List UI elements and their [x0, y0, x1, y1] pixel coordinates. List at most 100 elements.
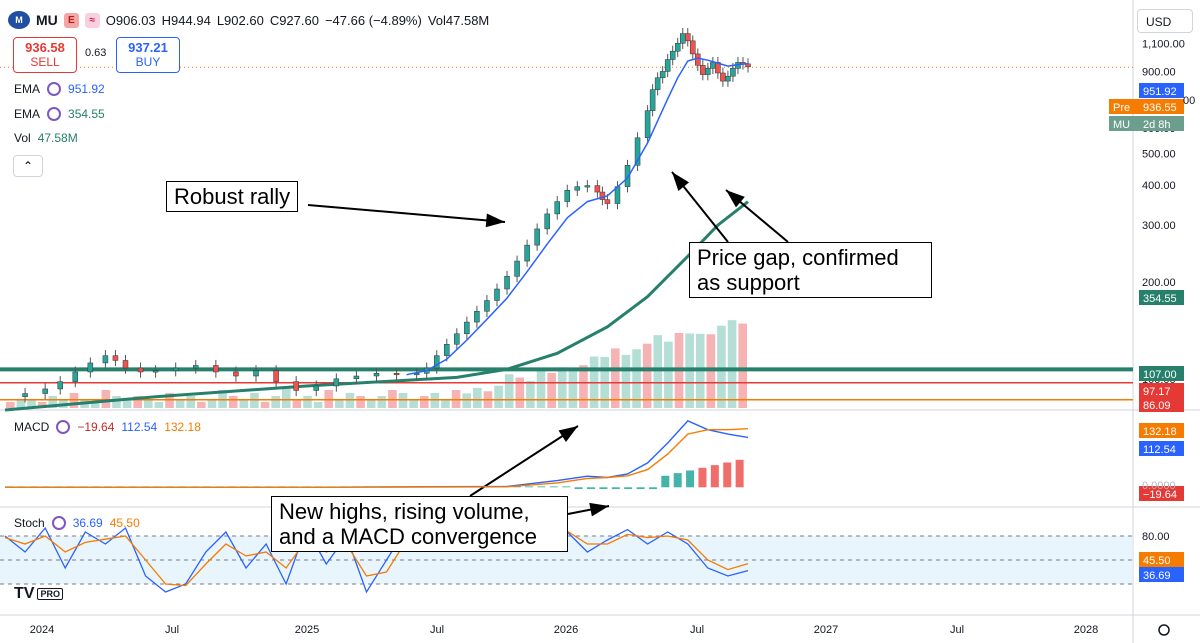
time-tick-label: 2026 — [554, 624, 578, 636]
volume-bar — [526, 381, 535, 408]
price-tag-bg — [1139, 290, 1184, 305]
volume-bar — [207, 399, 217, 408]
candle-body — [454, 333, 460, 345]
price-tag-label: 936.55 — [1143, 102, 1177, 114]
candle-body — [564, 189, 571, 202]
candle-body — [87, 362, 94, 373]
symbol-label[interactable]: MU — [36, 12, 58, 28]
candle-body — [57, 381, 63, 390]
volume-bar — [430, 393, 440, 408]
volume-bar — [37, 402, 47, 408]
price-tag-bg — [1139, 99, 1184, 114]
arrowhead-icon — [485, 213, 505, 228]
time-tick-label: Jul — [690, 624, 704, 636]
candle-body — [393, 373, 400, 376]
ohlc-header: M MU E ≈ O906.03 H944.94 L902.60 C927.60… — [8, 9, 489, 31]
volume-legend[interactable]: Vol 47.58M — [14, 129, 78, 147]
candle-body — [353, 375, 360, 380]
macd-tag-label: 112.54 — [1143, 444, 1176, 456]
macd-hist-bar — [723, 462, 732, 488]
macd-hist-bar — [636, 487, 645, 490]
candle-body — [504, 276, 510, 290]
macd-hist-bar — [537, 486, 546, 488]
sell-button[interactable]: 936.58 SELL — [13, 37, 77, 73]
price-tag-prefix-bg — [1109, 116, 1139, 131]
candle-body — [193, 365, 199, 369]
open-value: O906.03 — [105, 12, 156, 28]
stoch-series-line — [4, 528, 749, 587]
volume-bar — [27, 399, 36, 408]
indicator-settings-icon[interactable] — [51, 516, 66, 530]
indicator-settings-icon[interactable] — [47, 107, 62, 121]
price-tag-bg — [1139, 383, 1184, 398]
volume-bar — [621, 354, 631, 408]
volume-legend-value: 47.58M — [37, 131, 78, 145]
time-tick-label: 2024 — [30, 624, 54, 636]
macd-hist-bar — [624, 487, 633, 490]
volume-bar — [717, 325, 726, 408]
price-tick-label: 1,100.00 — [1142, 38, 1185, 50]
candle-body — [22, 393, 28, 397]
annotation-highs-line2: and a MACD convergence — [279, 524, 538, 549]
candle-body — [373, 373, 380, 377]
arrowhead-icon — [589, 502, 609, 517]
macd-hist-bar — [735, 459, 744, 488]
earnings-badge-icon[interactable]: E — [63, 12, 79, 28]
arrowhead-icon — [726, 190, 745, 208]
macd-hist-bar — [698, 467, 707, 488]
candle-body — [152, 370, 159, 373]
candle-body — [313, 385, 320, 391]
candle-body — [122, 360, 129, 369]
macd-hist-bar — [661, 475, 670, 488]
annotation-rally-text: Robust rally — [174, 184, 291, 209]
candle-body — [674, 43, 681, 52]
time-tick-label: 2025 — [295, 624, 319, 636]
candle-body — [594, 185, 601, 193]
annotation-price-gap: Price gap, confirmed as support — [689, 242, 932, 298]
volume-bar — [16, 399, 26, 408]
stoch-legend[interactable]: Stoch 36.69 45.50 — [14, 514, 140, 532]
currency-selector[interactable]: USD — [1137, 9, 1193, 33]
spread-value: 0.63 — [85, 47, 107, 59]
volume-bar — [260, 402, 270, 408]
tradingview-mark: TV — [14, 585, 35, 602]
volume-bar — [175, 399, 185, 408]
tradingview-logo[interactable]: TV PRO — [14, 584, 63, 604]
stoch-tick-label: 80.00 — [1142, 531, 1170, 543]
stoch-tag-label: 45.50 — [1143, 555, 1171, 567]
volume-bar — [377, 396, 387, 408]
price-tag-bg — [1139, 366, 1184, 381]
candle-body — [685, 33, 691, 42]
candle-body — [700, 65, 706, 75]
volume-bar — [133, 396, 142, 408]
low-value: L902.60 — [216, 12, 264, 28]
ema-fast-legend[interactable]: EMA 951.92 — [14, 80, 105, 98]
macd-legend[interactable]: MACD −19.64 112.54 132.18 — [14, 418, 201, 436]
dividend-badge-icon[interactable]: ≈ — [84, 12, 100, 28]
price-tag-prefix: Pre — [1113, 102, 1130, 114]
macd-tag-label: 132.18 — [1143, 426, 1177, 438]
macd-hist-bar — [599, 487, 608, 490]
volume-bar — [250, 393, 259, 408]
settings-gear-icon[interactable] — [1158, 624, 1170, 636]
volume-bar — [143, 399, 153, 408]
volume-bar — [653, 335, 663, 408]
time-tick-label: Jul — [165, 624, 179, 636]
stoch-series-line — [4, 526, 749, 594]
ema-slow-legend[interactable]: EMA 354.55 — [14, 105, 105, 123]
indicator-settings-icon[interactable] — [56, 420, 71, 434]
collapse-legend-button[interactable]: ⌃ — [13, 155, 43, 177]
ema-fast-name: EMA — [14, 82, 41, 96]
buy-button[interactable]: 937.21 BUY — [116, 37, 180, 73]
volume-bar — [186, 396, 196, 408]
candle-body — [554, 201, 560, 215]
volume-bar — [611, 348, 620, 408]
candle-body — [664, 59, 671, 72]
indicator-settings-icon[interactable] — [47, 82, 62, 96]
volume-bar — [515, 377, 525, 408]
time-tick-label: Jul — [950, 624, 964, 636]
volume-bar — [69, 393, 79, 408]
volume-bar — [239, 399, 249, 408]
candle-body — [690, 40, 696, 55]
macd-tag-label: −19.64 — [1143, 489, 1177, 501]
